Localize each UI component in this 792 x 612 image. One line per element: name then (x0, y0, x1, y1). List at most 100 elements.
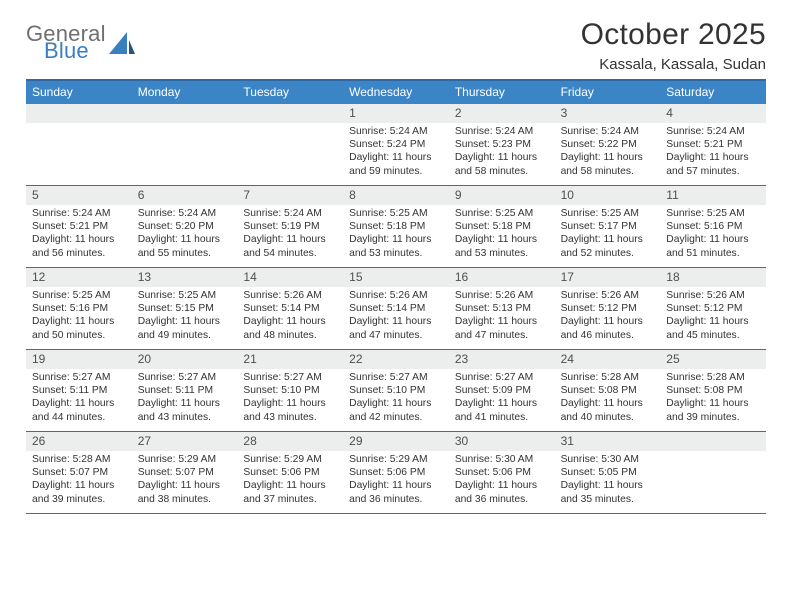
day-cell: 5Sunrise: 5:24 AMSunset: 5:21 PMDaylight… (26, 186, 132, 267)
day-number: 4 (660, 104, 766, 123)
dow-label: Sunday (26, 81, 132, 104)
day-body (26, 123, 132, 185)
sunrise-line: Sunrise: 5:29 AM (349, 453, 443, 466)
day-body: Sunrise: 5:26 AMSunset: 5:12 PMDaylight:… (660, 287, 766, 349)
day-cell: 13Sunrise: 5:25 AMSunset: 5:15 PMDayligh… (132, 268, 238, 349)
dow-label: Friday (555, 81, 661, 104)
page-title: October 2025 (581, 18, 766, 52)
logo-word-blue: Blue (26, 41, 106, 62)
day-number (132, 104, 238, 123)
sunrise-line: Sunrise: 5:26 AM (243, 289, 337, 302)
daylight-line: Daylight: 11 hours and 53 minutes. (455, 233, 549, 259)
daylight-line: Daylight: 11 hours and 49 minutes. (138, 315, 232, 341)
day-body: Sunrise: 5:29 AMSunset: 5:06 PMDaylight:… (343, 451, 449, 513)
sunrise-line: Sunrise: 5:24 AM (455, 125, 549, 138)
day-number: 16 (449, 268, 555, 287)
day-cell: 10Sunrise: 5:25 AMSunset: 5:17 PMDayligh… (555, 186, 661, 267)
day-body: Sunrise: 5:25 AMSunset: 5:17 PMDaylight:… (555, 205, 661, 267)
day-cell: 11Sunrise: 5:25 AMSunset: 5:16 PMDayligh… (660, 186, 766, 267)
sunrise-line: Sunrise: 5:27 AM (349, 371, 443, 384)
day-cell: 27Sunrise: 5:29 AMSunset: 5:07 PMDayligh… (132, 432, 238, 513)
sunset-line: Sunset: 5:14 PM (243, 302, 337, 315)
day-number: 6 (132, 186, 238, 205)
day-cell: 18Sunrise: 5:26 AMSunset: 5:12 PMDayligh… (660, 268, 766, 349)
day-body: Sunrise: 5:25 AMSunset: 5:16 PMDaylight:… (26, 287, 132, 349)
day-body (660, 451, 766, 513)
sunrise-line: Sunrise: 5:24 AM (138, 207, 232, 220)
sunset-line: Sunset: 5:06 PM (243, 466, 337, 479)
day-number: 18 (660, 268, 766, 287)
sunrise-line: Sunrise: 5:26 AM (455, 289, 549, 302)
day-body: Sunrise: 5:28 AMSunset: 5:08 PMDaylight:… (555, 369, 661, 431)
day-number: 30 (449, 432, 555, 451)
day-number: 21 (237, 350, 343, 369)
sunset-line: Sunset: 5:16 PM (666, 220, 760, 233)
daylight-line: Daylight: 11 hours and 51 minutes. (666, 233, 760, 259)
day-cell: 20Sunrise: 5:27 AMSunset: 5:11 PMDayligh… (132, 350, 238, 431)
day-cell: 21Sunrise: 5:27 AMSunset: 5:10 PMDayligh… (237, 350, 343, 431)
sunset-line: Sunset: 5:07 PM (138, 466, 232, 479)
sunset-line: Sunset: 5:21 PM (32, 220, 126, 233)
location-text: Kassala, Kassala, Sudan (581, 56, 766, 73)
daylight-line: Daylight: 11 hours and 56 minutes. (32, 233, 126, 259)
day-number: 17 (555, 268, 661, 287)
day-body: Sunrise: 5:24 AMSunset: 5:20 PMDaylight:… (132, 205, 238, 267)
daylight-line: Daylight: 11 hours and 46 minutes. (561, 315, 655, 341)
day-cell: 30Sunrise: 5:30 AMSunset: 5:06 PMDayligh… (449, 432, 555, 513)
day-number: 26 (26, 432, 132, 451)
day-cell (660, 432, 766, 513)
sunset-line: Sunset: 5:13 PM (455, 302, 549, 315)
daylight-line: Daylight: 11 hours and 58 minutes. (561, 151, 655, 177)
day-number: 24 (555, 350, 661, 369)
dow-label: Wednesday (343, 81, 449, 104)
sunrise-line: Sunrise: 5:24 AM (32, 207, 126, 220)
day-number: 7 (237, 186, 343, 205)
day-number (660, 432, 766, 451)
day-cell: 31Sunrise: 5:30 AMSunset: 5:05 PMDayligh… (555, 432, 661, 513)
day-body: Sunrise: 5:25 AMSunset: 5:16 PMDaylight:… (660, 205, 766, 267)
day-cell: 2Sunrise: 5:24 AMSunset: 5:23 PMDaylight… (449, 104, 555, 185)
day-cell: 4Sunrise: 5:24 AMSunset: 5:21 PMDaylight… (660, 104, 766, 185)
week-row: 26Sunrise: 5:28 AMSunset: 5:07 PMDayligh… (26, 432, 766, 514)
sunset-line: Sunset: 5:06 PM (349, 466, 443, 479)
sunset-line: Sunset: 5:19 PM (243, 220, 337, 233)
logo-sail-icon (109, 32, 135, 56)
day-body: Sunrise: 5:27 AMSunset: 5:10 PMDaylight:… (343, 369, 449, 431)
sunset-line: Sunset: 5:15 PM (138, 302, 232, 315)
day-body: Sunrise: 5:27 AMSunset: 5:09 PMDaylight:… (449, 369, 555, 431)
week-row: 1Sunrise: 5:24 AMSunset: 5:24 PMDaylight… (26, 104, 766, 186)
sunset-line: Sunset: 5:05 PM (561, 466, 655, 479)
daylight-line: Daylight: 11 hours and 36 minutes. (455, 479, 549, 505)
daylight-line: Daylight: 11 hours and 57 minutes. (666, 151, 760, 177)
sunset-line: Sunset: 5:06 PM (455, 466, 549, 479)
daylight-line: Daylight: 11 hours and 37 minutes. (243, 479, 337, 505)
day-number: 8 (343, 186, 449, 205)
sunrise-line: Sunrise: 5:24 AM (243, 207, 337, 220)
day-body: Sunrise: 5:30 AMSunset: 5:05 PMDaylight:… (555, 451, 661, 513)
daylight-line: Daylight: 11 hours and 41 minutes. (455, 397, 549, 423)
calendar-grid: SundayMondayTuesdayWednesdayThursdayFrid… (26, 79, 766, 514)
daylight-line: Daylight: 11 hours and 39 minutes. (32, 479, 126, 505)
day-number: 10 (555, 186, 661, 205)
day-body: Sunrise: 5:24 AMSunset: 5:22 PMDaylight:… (555, 123, 661, 185)
day-body: Sunrise: 5:27 AMSunset: 5:11 PMDaylight:… (132, 369, 238, 431)
dow-label: Monday (132, 81, 238, 104)
daylight-line: Daylight: 11 hours and 53 minutes. (349, 233, 443, 259)
day-number: 20 (132, 350, 238, 369)
day-cell: 3Sunrise: 5:24 AMSunset: 5:22 PMDaylight… (555, 104, 661, 185)
day-body: Sunrise: 5:26 AMSunset: 5:14 PMDaylight:… (343, 287, 449, 349)
day-cell: 8Sunrise: 5:25 AMSunset: 5:18 PMDaylight… (343, 186, 449, 267)
day-body: Sunrise: 5:24 AMSunset: 5:21 PMDaylight:… (660, 123, 766, 185)
sunrise-line: Sunrise: 5:25 AM (455, 207, 549, 220)
daylight-line: Daylight: 11 hours and 44 minutes. (32, 397, 126, 423)
daylight-line: Daylight: 11 hours and 58 minutes. (455, 151, 549, 177)
sunset-line: Sunset: 5:10 PM (349, 384, 443, 397)
daylight-line: Daylight: 11 hours and 35 minutes. (561, 479, 655, 505)
sunset-line: Sunset: 5:16 PM (32, 302, 126, 315)
sunrise-line: Sunrise: 5:24 AM (666, 125, 760, 138)
day-body: Sunrise: 5:28 AMSunset: 5:07 PMDaylight:… (26, 451, 132, 513)
sunrise-line: Sunrise: 5:28 AM (561, 371, 655, 384)
sunset-line: Sunset: 5:10 PM (243, 384, 337, 397)
sunset-line: Sunset: 5:11 PM (138, 384, 232, 397)
weeks-container: 1Sunrise: 5:24 AMSunset: 5:24 PMDaylight… (26, 104, 766, 514)
